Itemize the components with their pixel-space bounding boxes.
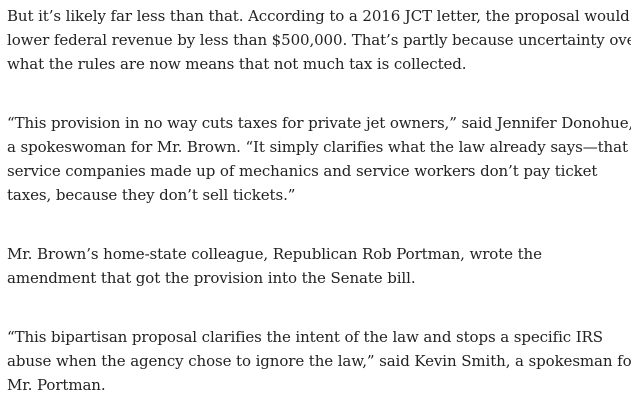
paragraph-donohue-quote: “This provision in no way cuts taxes for… [7,111,631,207]
paragraph-line: what the rules are now means that not mu… [7,55,467,73]
paragraph-line: “This provision in no way cuts taxes for… [7,114,631,132]
paragraph-line: “This bipartisan proposal clarifies the … [7,328,603,346]
paragraph-line: abuse when the agency chose to ignore th… [7,352,631,370]
paragraph-smith-quote: “This bipartisan proposal clarifies the … [7,325,631,397]
paragraph-line: a spokeswoman for Mr. Brown. “It simply … [7,138,628,156]
paragraph-line: taxes, because they don’t sell tickets.” [7,186,296,204]
paragraph-line: But it’s likely far less than that. Acco… [7,7,630,25]
paragraph-portman-amendment: Mr. Brown’s home-state colleague, Republ… [7,242,627,290]
paragraph-line: service companies made up of mechanics a… [7,162,598,180]
paragraph-line: Mr. Brown’s home-state colleague, Republ… [7,245,542,263]
paragraph-line: Mr. Portman. [7,376,106,394]
paragraph-revenue-estimate: But it’s likely far less than that. Acco… [7,4,631,76]
paragraph-line: lower federal revenue by less than $500,… [7,31,631,49]
paragraph-line: amendment that got the provision into th… [7,269,416,287]
